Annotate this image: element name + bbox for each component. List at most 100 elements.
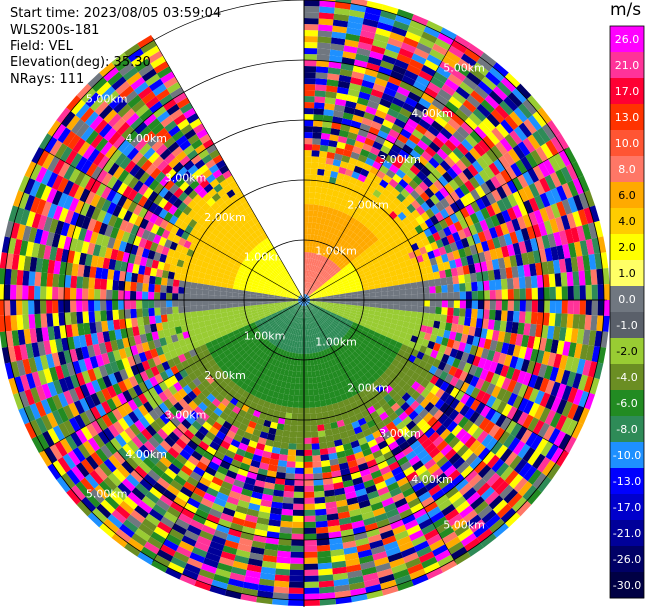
range-gate [256, 300, 263, 303]
range-gate [310, 431, 319, 438]
range-gate [428, 141, 441, 153]
range-gate [398, 149, 410, 160]
range-gate [59, 261, 67, 275]
range-gate [561, 300, 568, 314]
range-gate [293, 334, 297, 342]
range-gate [527, 450, 541, 466]
range-gate [399, 164, 410, 175]
range-gate [501, 196, 513, 210]
range-gate [172, 279, 180, 287]
range-gate [435, 351, 444, 361]
range-gate [90, 406, 102, 420]
range-gate [245, 445, 256, 455]
range-gate [454, 523, 470, 537]
range-gate [293, 303, 300, 308]
range-gate [443, 182, 455, 195]
range-gate [464, 316, 472, 327]
range-gate [440, 277, 448, 286]
range-gate [309, 295, 316, 298]
range-gate [189, 257, 198, 265]
range-gate [419, 398, 430, 409]
range-gate [360, 560, 376, 570]
range-gate [317, 36, 332, 44]
range-gate [280, 303, 287, 307]
range-gate [339, 431, 349, 440]
range-gate [269, 458, 279, 466]
range-gate [437, 554, 454, 568]
range-gate [315, 241, 320, 248]
range-gate [541, 261, 549, 275]
range-gate [404, 283, 412, 290]
range-gate [345, 100, 357, 109]
range-gate [559, 354, 569, 370]
range-gate [310, 277, 314, 284]
range-gate [469, 411, 481, 424]
range-gate [335, 223, 343, 231]
range-gate [473, 143, 486, 157]
range-gate [492, 237, 501, 249]
range-gate [194, 580, 212, 591]
range-gate [358, 555, 374, 565]
range-gate [332, 221, 339, 229]
range-gate [309, 294, 315, 298]
range-gate [250, 291, 257, 295]
range-gate [58, 422, 71, 438]
range-gate [51, 190, 63, 206]
range-gate [394, 407, 405, 417]
range-gate [392, 524, 407, 536]
range-gate [259, 505, 272, 514]
range-gate [13, 345, 23, 362]
range-gate [216, 360, 225, 368]
range-gate [367, 439, 378, 448]
range-gate [324, 200, 331, 208]
range-gate [362, 428, 373, 437]
range-gate [289, 431, 298, 438]
range-gate [268, 306, 275, 310]
range-gate [147, 340, 156, 351]
range-gate [248, 332, 256, 339]
range-gate [66, 362, 76, 376]
range-gate [71, 323, 79, 337]
range-gate [136, 273, 144, 284]
range-gate [356, 362, 365, 370]
range-gate [184, 293, 191, 300]
range-gate [61, 472, 76, 489]
range-gate [172, 427, 184, 439]
range-gate [307, 304, 312, 310]
range-gate [285, 363, 291, 371]
range-gate [148, 307, 155, 317]
range-gate [385, 546, 401, 557]
range-gate [324, 283, 330, 288]
range-gate [220, 364, 229, 373]
range-gate [292, 315, 296, 322]
range-gate [396, 503, 411, 514]
range-gate [316, 247, 321, 255]
range-gate [317, 283, 323, 289]
range-gate [304, 24, 319, 31]
range-gate [130, 281, 137, 292]
range-gate [280, 315, 287, 321]
range-gate [273, 372, 280, 380]
range-gate [414, 268, 422, 277]
range-gate [304, 515, 316, 522]
range-gate [456, 444, 469, 457]
range-gate [288, 593, 304, 600]
range-gate [349, 224, 357, 232]
range-gate [450, 267, 459, 277]
range-gate [455, 390, 466, 402]
range-gate [58, 312, 66, 326]
range-gate [458, 341, 467, 352]
range-gate [84, 333, 93, 347]
range-gate [280, 405, 288, 413]
range-gate [338, 253, 345, 260]
range-gate [311, 278, 315, 284]
range-gate [281, 330, 286, 337]
range-gate [485, 383, 496, 396]
range-gate [283, 424, 291, 432]
range-gate [371, 272, 379, 278]
range-gate [110, 339, 119, 352]
range-gate [547, 260, 555, 275]
range-gate [288, 333, 293, 340]
range-gate [244, 287, 252, 292]
range-gate [96, 331, 105, 344]
